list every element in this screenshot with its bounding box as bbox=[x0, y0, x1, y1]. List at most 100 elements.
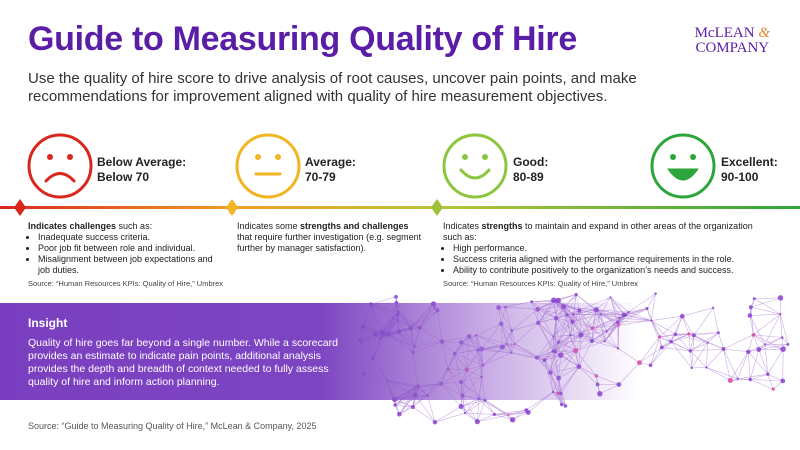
bullet-list: Inadequate success criteria.Poor job fit… bbox=[28, 232, 218, 276]
level-range: 80-89 bbox=[513, 170, 544, 184]
network-node bbox=[752, 297, 756, 301]
bullet-list: High performance.Success criteria aligne… bbox=[443, 243, 773, 276]
network-edge bbox=[464, 412, 495, 415]
diamond bbox=[431, 199, 443, 216]
network-node bbox=[553, 300, 556, 303]
face-eye bbox=[67, 154, 73, 160]
face-eye bbox=[275, 154, 281, 160]
network-node bbox=[432, 419, 438, 425]
description-text: such as: bbox=[116, 221, 153, 231]
network-node bbox=[530, 300, 534, 304]
bullet: Ability to contribute positively to the … bbox=[453, 265, 773, 276]
level-name: Good: bbox=[513, 155, 549, 169]
face-eye bbox=[47, 154, 53, 160]
face-mouth bbox=[44, 172, 76, 183]
logo-text: McLEAN bbox=[694, 25, 755, 41]
insight-text: Quality of hire goes far beyond a single… bbox=[28, 337, 338, 388]
network-node bbox=[777, 295, 784, 301]
bullet: Misalignment between job expectations an… bbox=[38, 254, 218, 276]
network-edge bbox=[434, 406, 462, 423]
description: Indicates strengths to maintain and expa… bbox=[443, 221, 773, 276]
network-node bbox=[507, 413, 510, 417]
level-label: Below Average: Below 70 bbox=[97, 155, 186, 185]
source: Source: “Human Resources KPIs: Quality o… bbox=[443, 279, 639, 288]
network-edge bbox=[494, 414, 513, 421]
network-edge bbox=[393, 399, 414, 408]
face-eye bbox=[690, 154, 696, 160]
network-edge bbox=[478, 398, 509, 416]
network-node bbox=[563, 404, 568, 408]
network-edge bbox=[512, 409, 527, 421]
network-edge bbox=[434, 412, 466, 423]
level-range: Below 70 bbox=[97, 170, 150, 184]
bullet: Inadequate success criteria. bbox=[38, 232, 218, 243]
source: Source: “Human Resources KPIs: Quality o… bbox=[28, 279, 224, 288]
description-text: Indicates bbox=[443, 221, 482, 231]
network-node bbox=[458, 403, 464, 410]
face bbox=[235, 133, 301, 199]
network-edge bbox=[477, 414, 495, 422]
network-node bbox=[463, 411, 467, 415]
network-edge bbox=[464, 399, 486, 414]
network-edge bbox=[412, 406, 436, 423]
network-edge bbox=[508, 409, 527, 416]
face bbox=[650, 133, 716, 199]
face-eye bbox=[462, 154, 468, 160]
network-node bbox=[609, 296, 612, 299]
network-node bbox=[393, 403, 397, 407]
face-eye bbox=[482, 154, 488, 160]
network-edge bbox=[494, 409, 527, 415]
timeline bbox=[0, 206, 800, 209]
description-text: Indicates some bbox=[237, 221, 301, 231]
diamond bbox=[226, 199, 238, 216]
description-text: that require further investigation (e.g.… bbox=[237, 232, 422, 253]
network-node bbox=[394, 294, 398, 299]
network-edge bbox=[461, 398, 480, 407]
level-label: Excellent: 90-100 bbox=[721, 155, 778, 185]
network-edge bbox=[512, 412, 529, 421]
face bbox=[27, 133, 93, 199]
network-node bbox=[654, 292, 657, 295]
description-text: Indicates challenges bbox=[28, 221, 117, 231]
network-node bbox=[397, 411, 402, 417]
bullet: Poor job fit between role and individual… bbox=[38, 243, 218, 254]
network-node bbox=[492, 412, 497, 417]
face-mouth bbox=[459, 168, 491, 180]
subtitle: Use the quality of hire score to drive a… bbox=[28, 70, 637, 105]
description-text: strengths bbox=[481, 221, 523, 231]
face-mouth bbox=[667, 168, 699, 181]
logo-text: COMPANY bbox=[695, 40, 770, 56]
network-edge bbox=[754, 297, 781, 299]
level-range: 90-100 bbox=[721, 170, 759, 184]
network-edge bbox=[460, 406, 478, 422]
network-edge bbox=[477, 398, 480, 422]
network-node bbox=[555, 297, 561, 304]
face bbox=[442, 133, 508, 199]
level-range: 70-79 bbox=[305, 170, 336, 184]
description-intro: Indicates strengths to maintain and expa… bbox=[443, 221, 773, 243]
network-edge bbox=[395, 404, 413, 408]
description: Indicates some strengths and challenges … bbox=[237, 221, 422, 254]
network-node bbox=[474, 419, 480, 425]
network-edge bbox=[484, 400, 495, 415]
network-node bbox=[410, 405, 415, 410]
level-label: Good: 80-89 bbox=[513, 155, 548, 185]
network-edge bbox=[477, 414, 509, 422]
insight-title: Insight bbox=[28, 316, 68, 330]
network-edge bbox=[478, 398, 495, 415]
network-edge bbox=[399, 406, 414, 415]
footer-source: Source: “Guide to Measuring Quality of H… bbox=[28, 421, 317, 431]
level-name: Below Average: bbox=[97, 155, 187, 169]
title: Guide to Measuring Quality of Hire bbox=[28, 20, 577, 58]
face-eye bbox=[670, 154, 676, 160]
level-name: Average: bbox=[305, 155, 356, 169]
diamond bbox=[14, 199, 26, 216]
description: Indicates challenges such as:Inadequate … bbox=[28, 221, 218, 276]
description-text: to maintain and expand in other areas of… bbox=[443, 221, 753, 242]
description-intro: Indicates challenges such as: bbox=[28, 221, 218, 232]
bullet: High performance. bbox=[453, 243, 773, 254]
face-eye bbox=[255, 154, 261, 160]
network-node bbox=[509, 417, 516, 423]
network-edge bbox=[464, 398, 480, 414]
